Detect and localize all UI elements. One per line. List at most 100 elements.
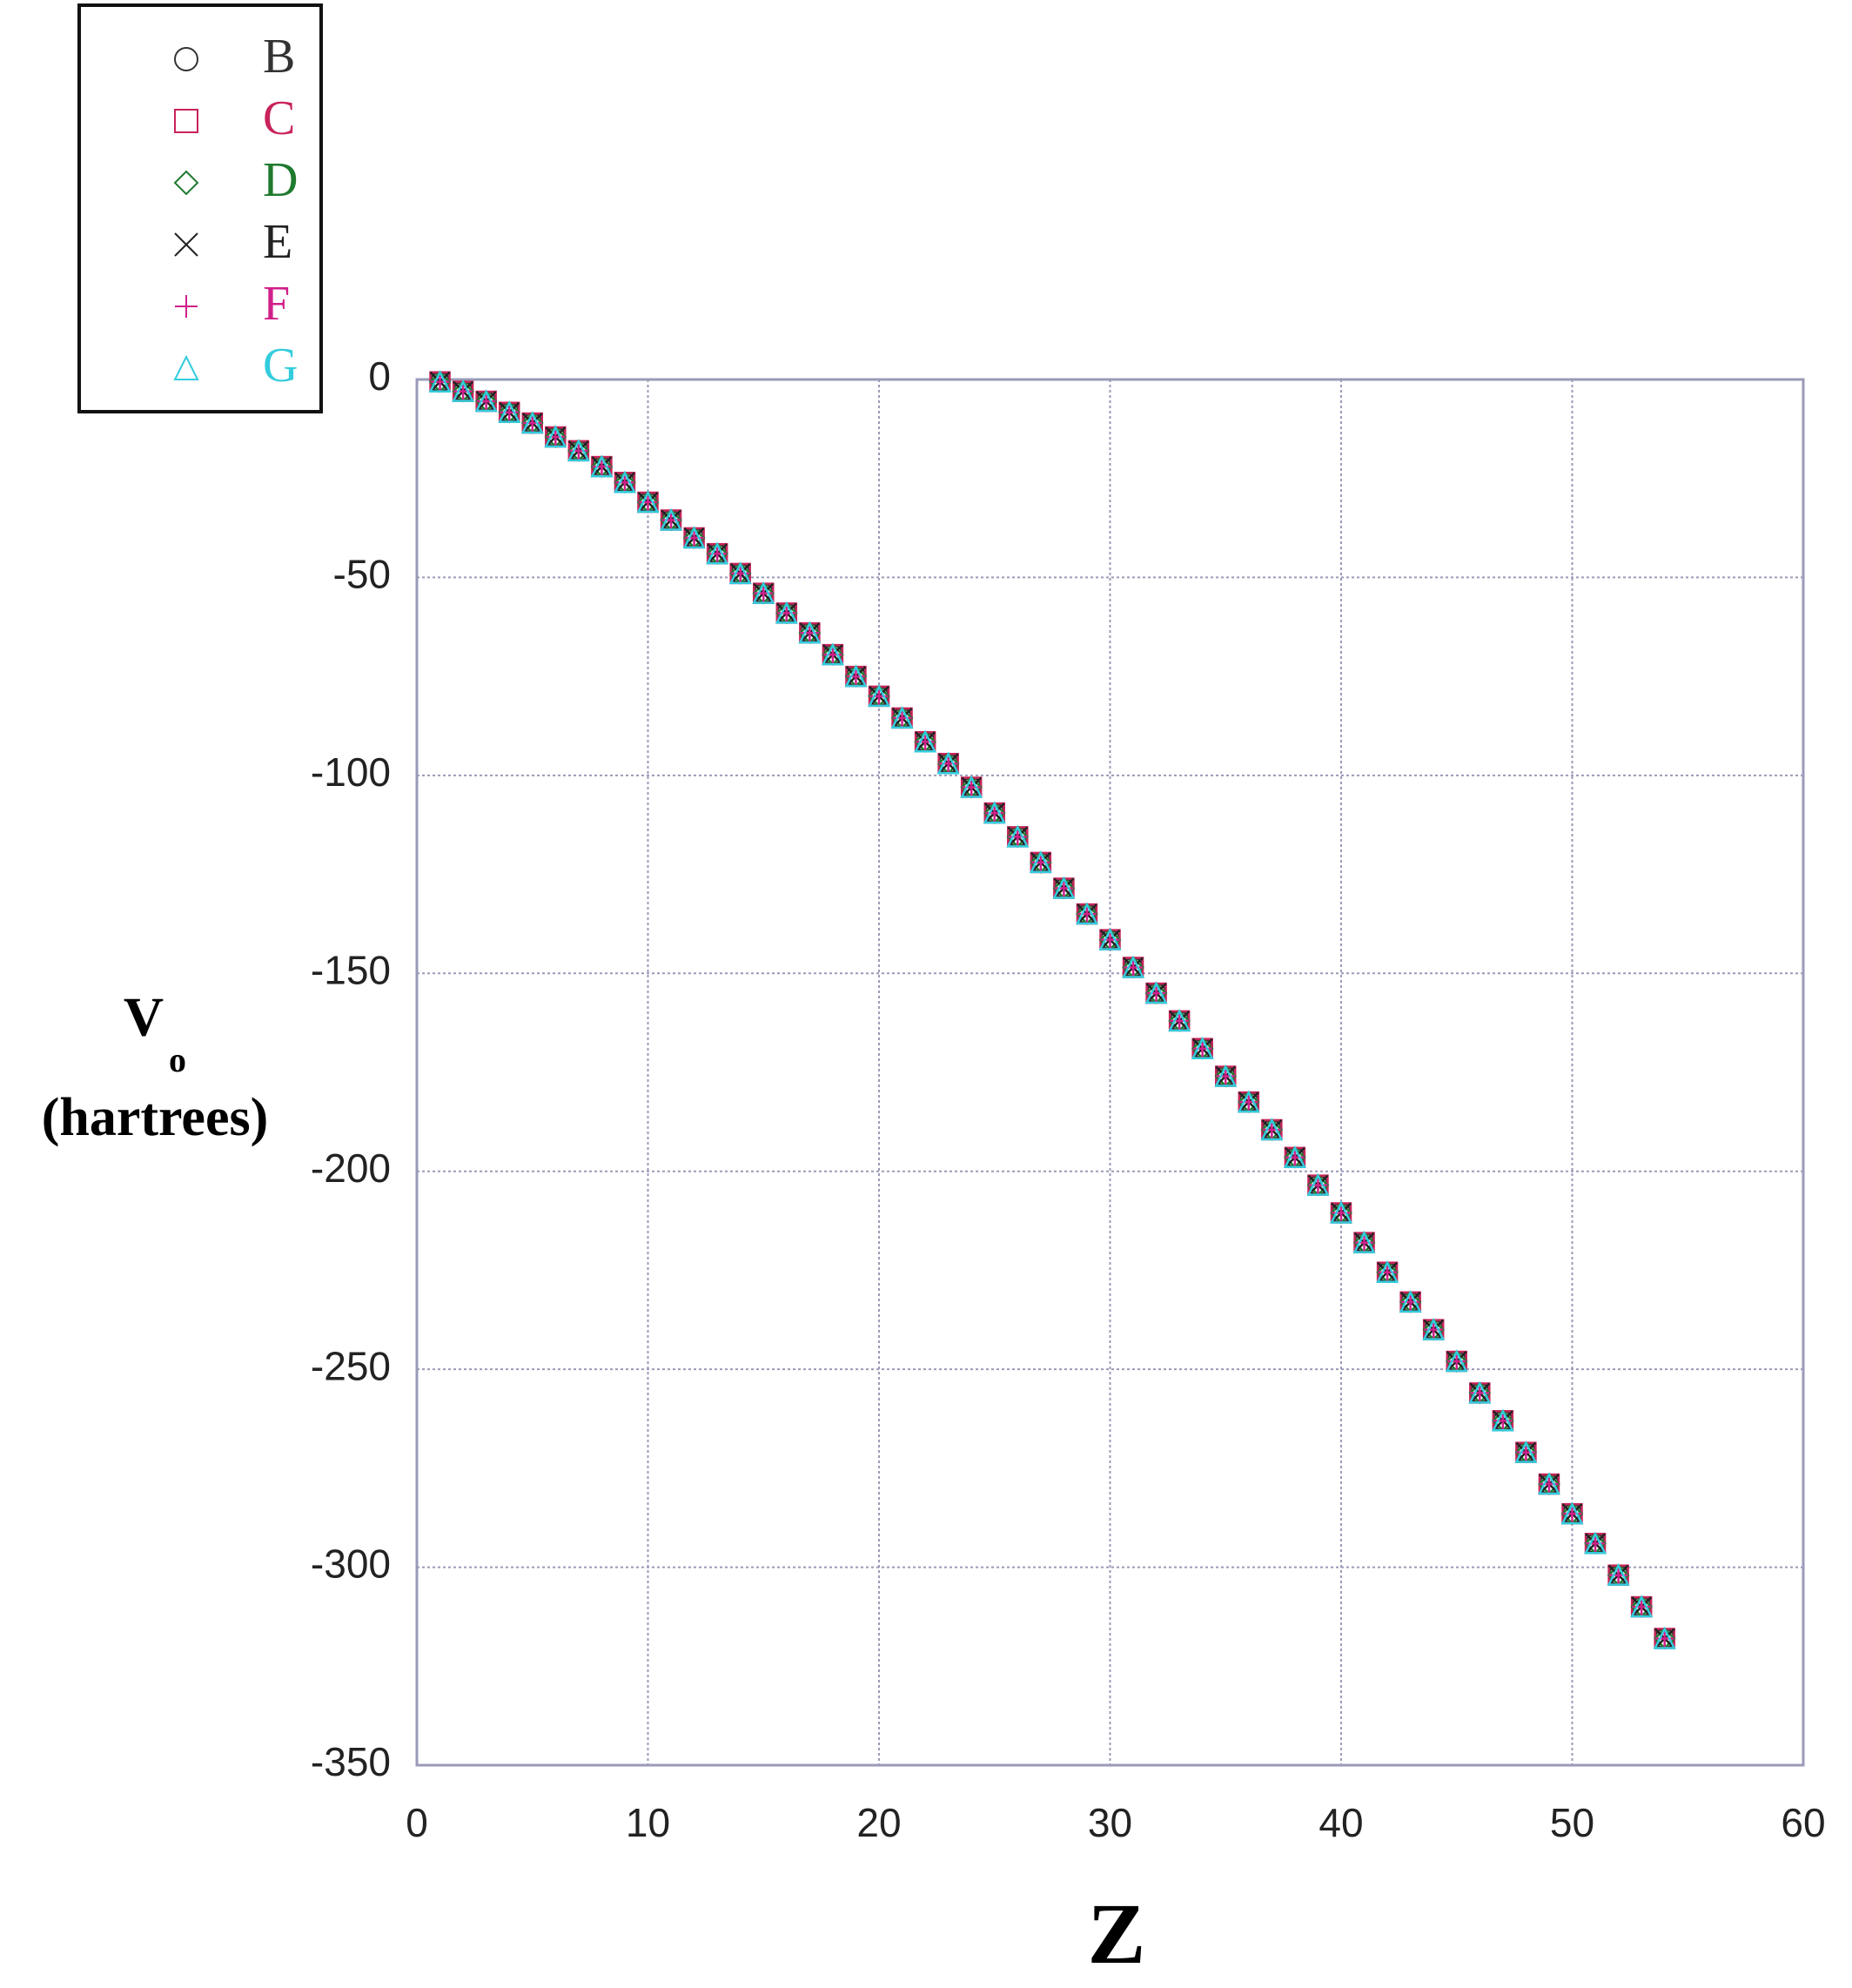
legend-box	[77, 3, 323, 413]
point	[544, 425, 567, 448]
point	[1514, 1440, 1538, 1463]
point	[1054, 878, 1074, 898]
x-tick-label: 0	[406, 1800, 428, 1845]
point	[844, 664, 868, 688]
point	[1376, 1259, 1399, 1283]
point	[1168, 1009, 1191, 1032]
point	[474, 389, 498, 413]
point	[1214, 1064, 1238, 1087]
point	[869, 686, 889, 706]
point	[1124, 957, 1144, 977]
point	[1170, 1011, 1190, 1031]
point	[752, 581, 775, 604]
point	[520, 411, 544, 434]
point	[1446, 1352, 1466, 1372]
point	[867, 684, 891, 708]
point	[1400, 1292, 1420, 1312]
point	[1329, 1200, 1353, 1224]
point	[1122, 955, 1145, 978]
point	[1468, 1380, 1492, 1404]
point	[452, 379, 475, 402]
point	[706, 541, 729, 565]
point	[1491, 1408, 1514, 1432]
legend-label: G	[263, 339, 298, 393]
point	[775, 601, 798, 624]
legend-symbol	[175, 295, 198, 318]
point	[546, 426, 566, 447]
point	[1493, 1411, 1513, 1431]
point	[567, 439, 590, 462]
point	[1560, 1501, 1584, 1525]
point	[914, 729, 937, 753]
point	[498, 400, 521, 424]
legend-symbol	[174, 109, 198, 133]
point	[1562, 1504, 1582, 1524]
point	[1654, 1629, 1674, 1649]
legend-label: B	[263, 30, 295, 84]
point	[1399, 1290, 1422, 1313]
point	[962, 777, 982, 797]
legend-symbol	[173, 354, 199, 380]
legend-label: C	[263, 91, 295, 145]
point	[800, 623, 820, 643]
point	[890, 706, 914, 729]
point	[1146, 984, 1166, 1004]
x-tick-label: 20	[856, 1800, 901, 1845]
point	[936, 751, 960, 775]
point	[1283, 1145, 1306, 1169]
x-tick-label: 50	[1550, 1800, 1594, 1845]
data-points	[428, 369, 1676, 1650]
point	[453, 381, 473, 401]
x-tick-label: 40	[1319, 1800, 1363, 1845]
point	[500, 402, 520, 422]
point	[1445, 1349, 1468, 1373]
point	[1630, 1595, 1654, 1618]
point	[636, 490, 660, 514]
point	[798, 621, 822, 644]
point	[1470, 1383, 1490, 1403]
point	[892, 708, 912, 728]
y-tick-label: -50	[333, 552, 391, 597]
point	[822, 645, 842, 665]
point	[1378, 1262, 1398, 1282]
point	[1260, 1118, 1284, 1141]
point	[1262, 1119, 1282, 1139]
point	[821, 642, 844, 666]
point	[1539, 1474, 1559, 1494]
point	[1144, 981, 1168, 1004]
point	[728, 561, 752, 585]
point	[1237, 1090, 1260, 1113]
point	[1029, 850, 1052, 874]
point	[1075, 902, 1098, 925]
point	[613, 470, 636, 494]
point	[1008, 827, 1028, 847]
legend-symbol	[173, 170, 199, 196]
point	[1191, 1036, 1214, 1059]
x-tick-label: 30	[1088, 1800, 1132, 1845]
point	[960, 775, 983, 798]
point	[1077, 904, 1097, 924]
point	[1098, 927, 1122, 950]
point	[754, 583, 774, 603]
point	[1352, 1230, 1376, 1253]
point	[1030, 852, 1050, 872]
plot-frame	[415, 378, 1805, 1767]
x-tick-label: 10	[626, 1800, 670, 1845]
point	[1422, 1317, 1446, 1340]
point	[1192, 1038, 1212, 1058]
y-axis-unit: (hartrees)	[42, 1088, 269, 1147]
y-tick-label: 0	[368, 353, 391, 399]
point	[1332, 1203, 1351, 1223]
y-axis-label: V	[124, 986, 164, 1048]
legend-label: F	[263, 277, 290, 331]
point	[476, 392, 496, 412]
legend-symbol	[174, 232, 198, 257]
point	[1537, 1472, 1560, 1495]
point	[1306, 1172, 1330, 1196]
point	[430, 372, 450, 392]
x-axis-label: Z	[1088, 1885, 1146, 1982]
y-tick-label: -200	[311, 1145, 391, 1191]
y-tick-label: -100	[311, 749, 391, 795]
y-tick-label: -350	[311, 1739, 391, 1784]
